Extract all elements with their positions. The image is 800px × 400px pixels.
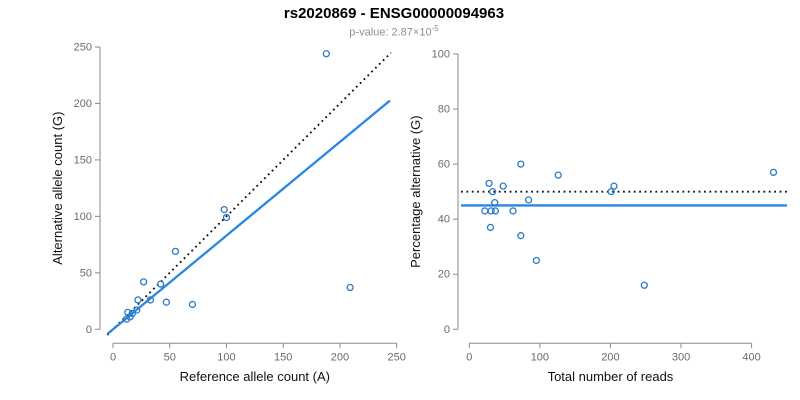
data-point xyxy=(171,247,180,256)
x-tick-label: 250 xyxy=(387,351,405,363)
y-tick-label: 100 xyxy=(74,211,92,223)
data-point xyxy=(122,315,131,323)
data-point xyxy=(188,300,197,309)
data-point xyxy=(607,187,615,196)
plot-subtitle: p-value: 2.87×10-5 xyxy=(0,24,788,39)
data-point xyxy=(491,199,499,207)
x-tick-label: 300 xyxy=(672,351,690,363)
y-tick-label: 0 xyxy=(444,324,450,336)
x-axis-title: Total number of reads xyxy=(548,369,674,384)
data-point xyxy=(491,207,500,215)
x-tick-label: 100 xyxy=(531,351,549,363)
x-tick-label: 50 xyxy=(164,351,176,363)
x-tick-label: 100 xyxy=(217,351,235,363)
y-tick-label: 60 xyxy=(438,159,450,171)
fit-line xyxy=(106,99,391,335)
data-point xyxy=(499,182,507,190)
data-point xyxy=(322,50,330,58)
data-point xyxy=(346,283,354,292)
y-tick-label: 250 xyxy=(74,42,92,54)
data-point xyxy=(220,205,228,214)
pvalue-text: p-value: 2.87×10 xyxy=(349,26,432,39)
data-point xyxy=(222,213,231,222)
identity-line xyxy=(106,51,392,336)
data-point xyxy=(509,207,517,215)
y-tick-label: 150 xyxy=(74,154,92,166)
x-tick-label: 200 xyxy=(331,351,349,363)
y-tick-label: 0 xyxy=(86,324,92,336)
y-tick-label: 200 xyxy=(74,98,92,110)
x-tick-label: 400 xyxy=(742,351,760,363)
x-tick-label: 0 xyxy=(110,351,116,363)
x-tick-label: 150 xyxy=(274,351,292,363)
x-tick-label: 200 xyxy=(601,351,619,363)
data-point xyxy=(517,232,525,240)
data-point xyxy=(146,296,155,304)
y-tick-label: 80 xyxy=(438,104,450,116)
data-point xyxy=(640,281,648,289)
data-point xyxy=(481,207,489,215)
x-axis-title: Reference allele count (A) xyxy=(180,369,330,384)
y-tick-label: 40 xyxy=(438,214,450,226)
data-point xyxy=(139,278,148,286)
data-point xyxy=(610,182,618,190)
data-point xyxy=(487,207,495,215)
data-point xyxy=(134,296,142,304)
y-tick-label: 20 xyxy=(438,269,450,281)
plot-title: rs2020869 - ENSG00000094963 xyxy=(283,5,505,22)
pvalue-exponent: -5 xyxy=(431,24,439,33)
data-point xyxy=(157,280,165,288)
data-point xyxy=(524,196,533,204)
y-tick-label: 50 xyxy=(80,267,92,279)
data-point xyxy=(517,160,525,168)
data-point xyxy=(485,179,493,188)
data-point xyxy=(133,306,141,314)
data-point xyxy=(532,256,540,265)
y-axis-title: Percentage alternative (G) xyxy=(408,115,423,267)
panel-left: 0 50 100 150 200 250 0 50 100 150 200 250 Reference … xyxy=(50,42,406,385)
y-tick-label: 100 xyxy=(432,49,450,61)
panel-right: 0 20 40 60 80 100 0 100 200 300 400 Total number of… xyxy=(408,49,787,384)
y-axis-title: Alternative allele count (G) xyxy=(50,112,65,265)
data-point xyxy=(486,223,495,232)
data-point xyxy=(769,168,778,177)
data-point xyxy=(554,171,562,179)
data-point xyxy=(162,298,170,306)
data-point xyxy=(488,187,497,196)
x-tick-label: 0 xyxy=(466,351,472,363)
